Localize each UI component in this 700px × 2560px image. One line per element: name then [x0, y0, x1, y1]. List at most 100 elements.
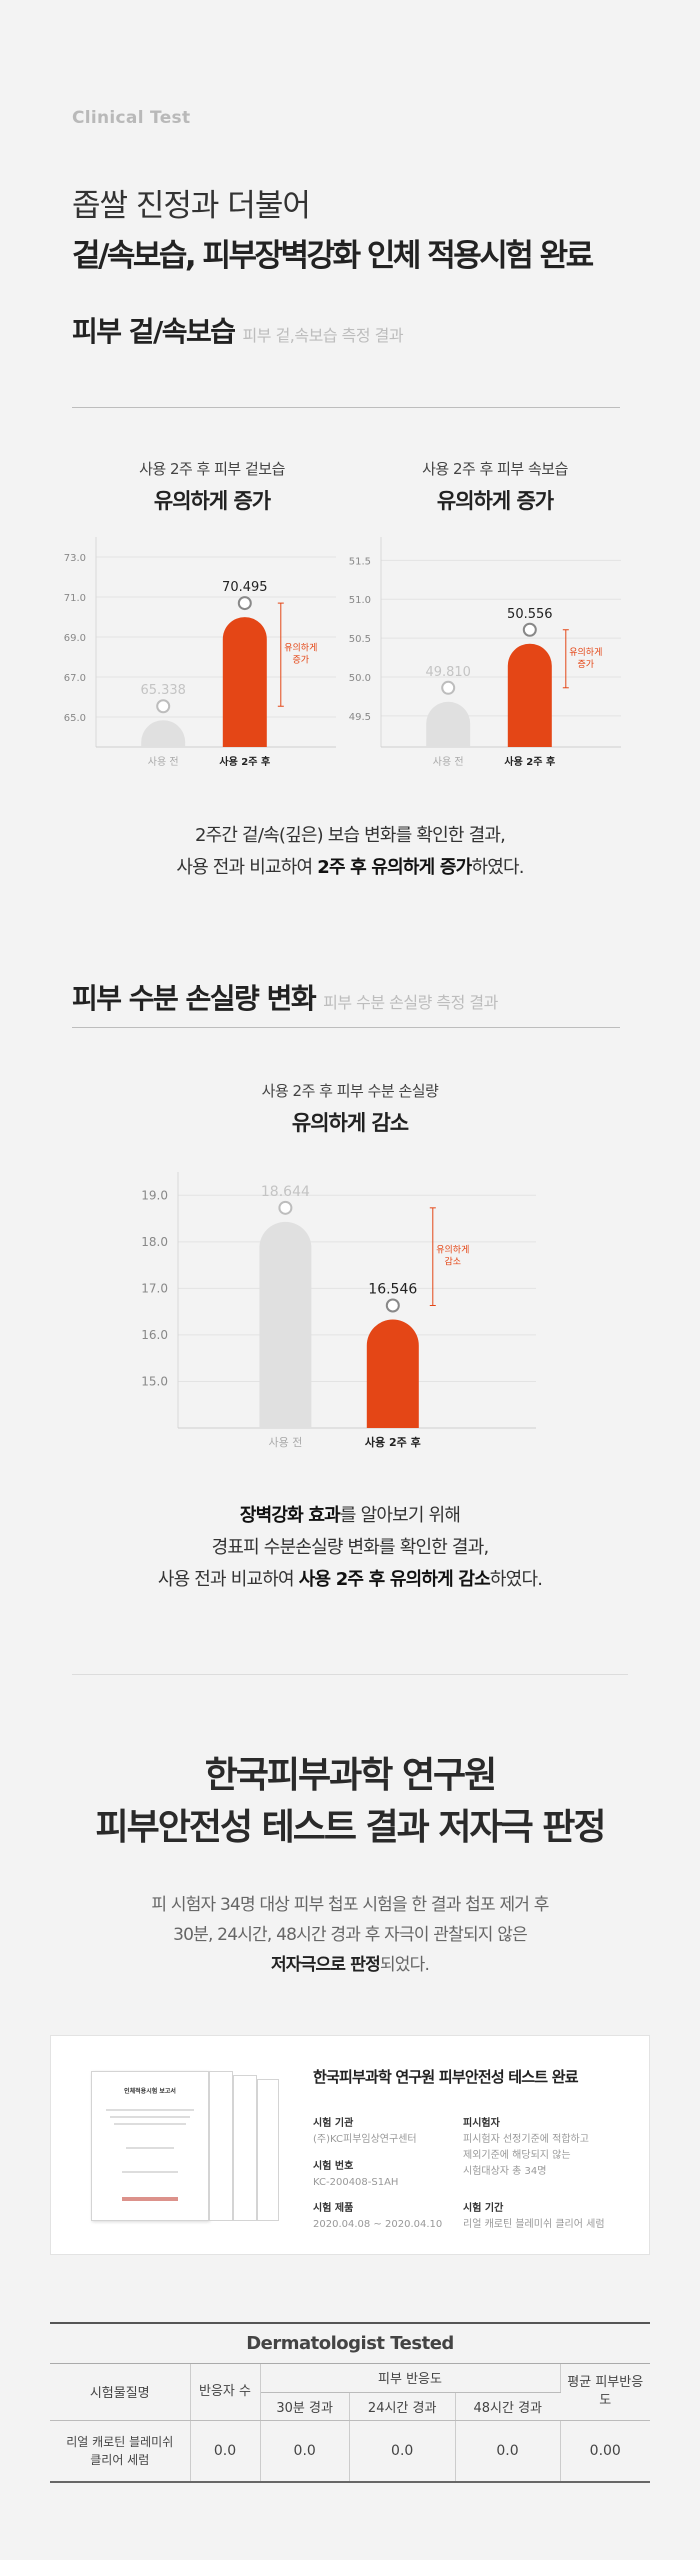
report-line	[106, 2109, 194, 2111]
data-label: 16.546	[368, 1281, 417, 1297]
tewl-result-text-3a: 사용 전과 비교하여	[157, 1569, 299, 1590]
section-moisture-heading: 피부 겉/속보습	[72, 315, 236, 348]
data-point	[385, 1298, 400, 1313]
bar	[507, 643, 552, 747]
safety-title: 한국피부과학 연구원 피부안전성 테스트 결과 저자극 판정	[0, 1750, 700, 1854]
tewl-result-line-2: 경표피 수분손실량 변화를 확인한 결과,	[211, 1537, 490, 1558]
x-tick-label: 사용 2주 후	[365, 1435, 421, 1449]
table-title: Dermatologist Tested	[50, 2322, 650, 2364]
significance-label: 유의하게	[436, 1245, 469, 1256]
cell-24h: 0.0	[349, 2420, 456, 2483]
data-point	[522, 622, 537, 637]
cert-period-value: 2020.04.08 ~ 2020.04.10	[313, 2219, 443, 2230]
cell-material: 리얼 캐로틴 블레미쉬 클리어 세럼	[50, 2420, 191, 2483]
cert-duration: 시험 기간 리얼 캐로틴 블레미쉬 클리어 세럼	[463, 2199, 643, 2233]
tewl-result-text: 장벽강화 효과를 알아보기 위해 경표피 수분손실량 변화를 확인한 결과, 사…	[0, 1500, 700, 1596]
section-divider	[72, 1027, 620, 1028]
section-moisture-subtitle: 피부 겉,속보습 측정 결과	[242, 326, 404, 345]
y-tick-label: 50.5	[349, 634, 371, 645]
cert-subject-label: 피시험자	[463, 2118, 500, 2129]
y-tick-label: 73.0	[64, 553, 86, 564]
section-divider	[72, 1674, 628, 1675]
chart-tewl: 19.0 18.0 17.0 16.0 15.0 18.644 사용 전 16.546 사용 2…	[141, 1172, 536, 1449]
plot-area	[96, 537, 336, 747]
bar	[141, 720, 186, 747]
intro-line-2: 겉/속보습, 피부장벽강화 인체 적용시험 완료	[72, 238, 594, 274]
report-page	[257, 2079, 279, 2221]
report-page-front: 인체적용시험 보고서	[91, 2071, 209, 2221]
chart3-caption: 사용 2주 후 피부 수분 손실량 유의하게 감소	[200, 1080, 500, 1137]
significance-label: 증가	[293, 655, 310, 666]
bar	[366, 1319, 419, 1428]
safety-title-line-1: 한국피부과학 연구원	[204, 1755, 498, 1796]
data-point	[278, 1200, 293, 1215]
reaction-table: 시험물질명 반응자 수 피부 반응도 평균 피부반응도 30분 경과 24시간 …	[50, 2364, 650, 2483]
cert-subject-value: 피시험자 선정기준에 적합하고 제외기준에 해당되지 않는 시험대상자 총 34…	[463, 2132, 633, 2180]
data-point	[156, 699, 171, 714]
significance-label: 감소	[445, 1256, 462, 1268]
tewl-result-emphasis-2: 사용 2주 후 유의하게 감소	[298, 1569, 491, 1590]
safety-desc-line-1: 피 시험자 34명 대상 피부 첩포 시험을 한 결과 첩포 제거 후	[151, 1895, 549, 1915]
cert-subject: 피시험자 피시험자 선정기준에 적합하고 제외기준에 해당되지 않는 시험대상자…	[463, 2114, 633, 2180]
y-tick-label: 71.0	[64, 593, 86, 604]
eyebrow-label: Clinical Test	[72, 108, 191, 128]
y-tick-label: 65.0	[64, 713, 86, 724]
data-point	[237, 596, 252, 611]
section-moisture-title: 피부 겉/속보습 피부 겉,속보습 측정 결과	[72, 310, 404, 350]
moisture-result-line-2: 사용 전과 비교하여 2주 후 유의하게 증가하였다.	[0, 852, 700, 884]
section-tewl-title: 피부 수분 손실량 변화 피부 수분 손실량 측정 결과	[72, 977, 498, 1017]
section-tewl-subtitle: 피부 수분 손실량 측정 결과	[323, 993, 498, 1012]
report-line	[110, 2116, 190, 2118]
cert-org: 시험 기관 (주)KC피부임상연구센터	[313, 2114, 443, 2148]
cert-number-label: 시험 번호	[313, 2161, 354, 2172]
chart1-subtitle: 유의하게 증가	[153, 489, 271, 513]
chart3-title: 사용 2주 후 피부 수분 손실량	[261, 1082, 439, 1100]
cert-org-label: 시험 기관	[313, 2118, 354, 2129]
table-header-row: 시험물질명 반응자 수 피부 반응도 평균 피부반응도	[50, 2364, 650, 2421]
chart2-subtitle: 유의하게 증가	[436, 489, 554, 513]
moisture-result-text-a: 사용 전과 비교하여	[176, 857, 318, 878]
header-material: 시험물질명	[50, 2364, 191, 2421]
moisture-result-text: 2주간 겉/속(깊은) 보습 변화를 확인한 결과, 사용 전과 비교하여 2주…	[0, 820, 700, 884]
x-tick-label: 사용 2주 후	[219, 755, 270, 768]
section-divider	[72, 407, 620, 408]
y-tick-label: 18.0	[141, 1235, 168, 1249]
cert-number-value: KC-200408-S1AH	[313, 2177, 399, 2188]
cert-number: 시험 번호 KC-200408-S1AH	[313, 2157, 443, 2191]
y-tick-label: 51.5	[349, 556, 371, 567]
y-tick-label: 50.0	[349, 673, 371, 684]
tewl-result-text-3c: 하였다.	[489, 1569, 543, 1590]
data-label: 50.556	[507, 607, 553, 622]
y-tick-label: 49.5	[349, 712, 371, 723]
data-label: 65.338	[140, 683, 186, 698]
x-tick-label: 사용 전	[148, 756, 179, 768]
report-line	[114, 2123, 186, 2125]
certificate-card: 인체적용시험 보고서 한국피부과학 연구원 피부안전성 테스트 완료 시험 기관…	[50, 2035, 650, 2255]
tewl-result-line-3: 사용 전과 비교하여 사용 2주 후 유의하게 감소하였다.	[0, 1564, 700, 1596]
cell-48h: 0.0	[455, 2420, 561, 2483]
header-average: 평균 피부반응도	[560, 2364, 650, 2421]
safety-desc-line-2: 30분, 24시간, 48시간 경과 후 자극이 관찰되지 않은	[173, 1925, 528, 1945]
significance-label: 유의하게	[569, 647, 602, 658]
y-tick-label: 19.0	[141, 1188, 168, 1202]
header-48h: 48시간 경과	[455, 2392, 560, 2421]
table-row: 리얼 캐로틴 블레미쉬 클리어 세럼 0.0 0.0 0.0 0.0 0.00	[50, 2420, 650, 2483]
x-tick-label: 사용 2주 후	[504, 755, 555, 768]
report-page	[233, 2075, 257, 2221]
cert-subject-line-1: 피시험자 선정기준에 적합하고	[463, 2134, 589, 2145]
plot-area	[381, 537, 621, 747]
chart-outer-moisture: 73.0 71.0 69.0 67.0 65.0 65.338 사용 전 70.495 사용 2…	[64, 537, 336, 768]
report-line	[122, 2171, 178, 2173]
cert-subject-line-3: 시험대상자 총 34명	[463, 2166, 547, 2177]
cell-subjects: 0.0	[190, 2420, 261, 2483]
report-line	[126, 2147, 174, 2149]
y-tick-label: 15.0	[141, 1374, 168, 1388]
y-tick-label: 51.0	[349, 595, 371, 606]
certificate-title: 한국피부과학 연구원 피부안전성 테스트 완료	[313, 2068, 579, 2086]
data-label: 70.495	[222, 580, 267, 595]
bar	[426, 701, 471, 747]
header-24h: 24시간 경과	[349, 2392, 456, 2421]
dermatologist-table: Dermatologist Tested 시험물질명 반응자 수 피부 반응도 …	[50, 2322, 650, 2483]
moisture-result-text-c: 하였다.	[471, 857, 524, 878]
y-tick-label: 16.0	[141, 1328, 168, 1342]
